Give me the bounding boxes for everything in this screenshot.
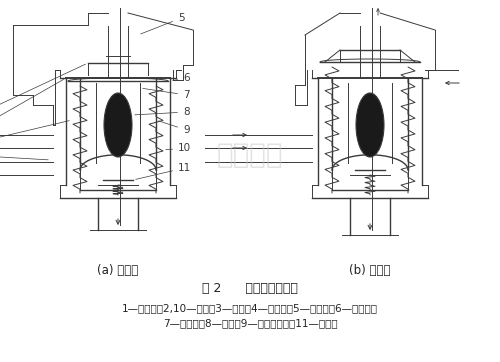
Text: 11: 11 <box>136 163 191 179</box>
Text: 10: 10 <box>166 143 191 153</box>
Text: 顶匮电子: 顶匮电子 <box>217 141 283 169</box>
Text: 6: 6 <box>172 73 190 83</box>
Text: 3: 3 <box>0 79 64 140</box>
Ellipse shape <box>104 93 132 157</box>
Ellipse shape <box>356 93 384 157</box>
Text: 7: 7 <box>142 88 190 100</box>
Text: 5: 5 <box>140 13 184 34</box>
Text: 2: 2 <box>0 121 70 150</box>
Text: (b) 大循环: (b) 大循环 <box>349 265 391 278</box>
Text: 4: 4 <box>0 64 86 125</box>
Text: 8: 8 <box>135 107 190 117</box>
Text: 7—橡胶套；8—石蜡；9—感温器外壳；11—副阀门: 7—橡胶套；8—石蜡；9—感温器外壳；11—副阀门 <box>162 318 338 328</box>
Text: 1—下支架；2,10—弹簧；3—阀座；4—上支架；5—反推杆；6—主阀门；: 1—下支架；2,10—弹簧；3—阀座；4—上支架；5—反推杆；6—主阀门； <box>122 303 378 313</box>
Text: (a) 小循环: (a) 小循环 <box>98 265 138 278</box>
Text: 1: 1 <box>0 150 48 160</box>
Text: 9: 9 <box>158 121 190 135</box>
Text: 图 2      蜡式双阀节温器: 图 2 蜡式双阀节温器 <box>202 282 298 295</box>
